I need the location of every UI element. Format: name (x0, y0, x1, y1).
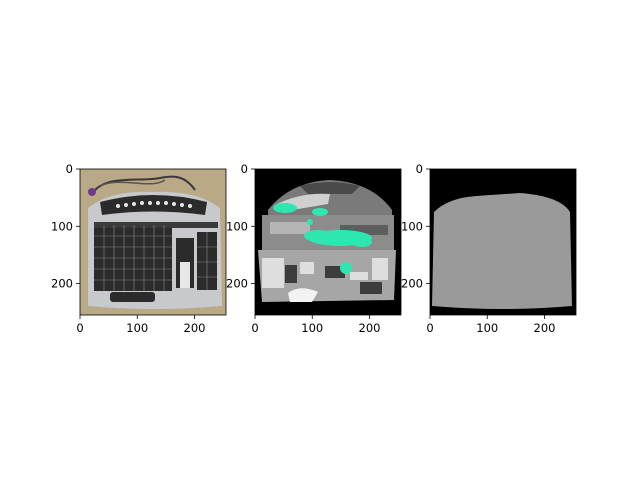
y-tick-label: 100 (226, 219, 248, 233)
x-tick-label: 0 (251, 321, 258, 335)
y-tick-label: 200 (51, 277, 73, 291)
y-tick-label: 200 (226, 277, 248, 291)
y-tick-label: 0 (66, 162, 73, 176)
axes-frame (254, 168, 402, 316)
panel-segmentation (254, 168, 402, 316)
x-tick-label: 100 (301, 321, 323, 335)
y-tick-label: 0 (416, 162, 423, 176)
y-tick-label: 200 (401, 277, 423, 291)
mask-image (430, 169, 576, 315)
axes-frame (79, 168, 227, 316)
panel-photo (79, 168, 227, 316)
axes-frame (429, 168, 577, 316)
photo-image (80, 169, 226, 315)
y-tick-label: 0 (241, 162, 248, 176)
y-tick-label: 100 (51, 219, 73, 233)
x-tick-label: 100 (476, 321, 498, 335)
x-tick-label: 200 (184, 321, 206, 335)
x-tick-label: 200 (534, 321, 556, 335)
x-tick-label: 0 (76, 321, 83, 335)
axis-ticks: 0 100 200 0 100 200 0 100 200 0 100 200 0 100 200 0 100 2… (51, 162, 555, 335)
x-tick-label: 100 (126, 321, 148, 335)
segmentation-image (255, 169, 401, 315)
panel-mask (429, 168, 577, 316)
x-tick-label: 200 (359, 321, 381, 335)
x-tick-label: 0 (426, 321, 433, 335)
y-tick-label: 100 (401, 219, 423, 233)
